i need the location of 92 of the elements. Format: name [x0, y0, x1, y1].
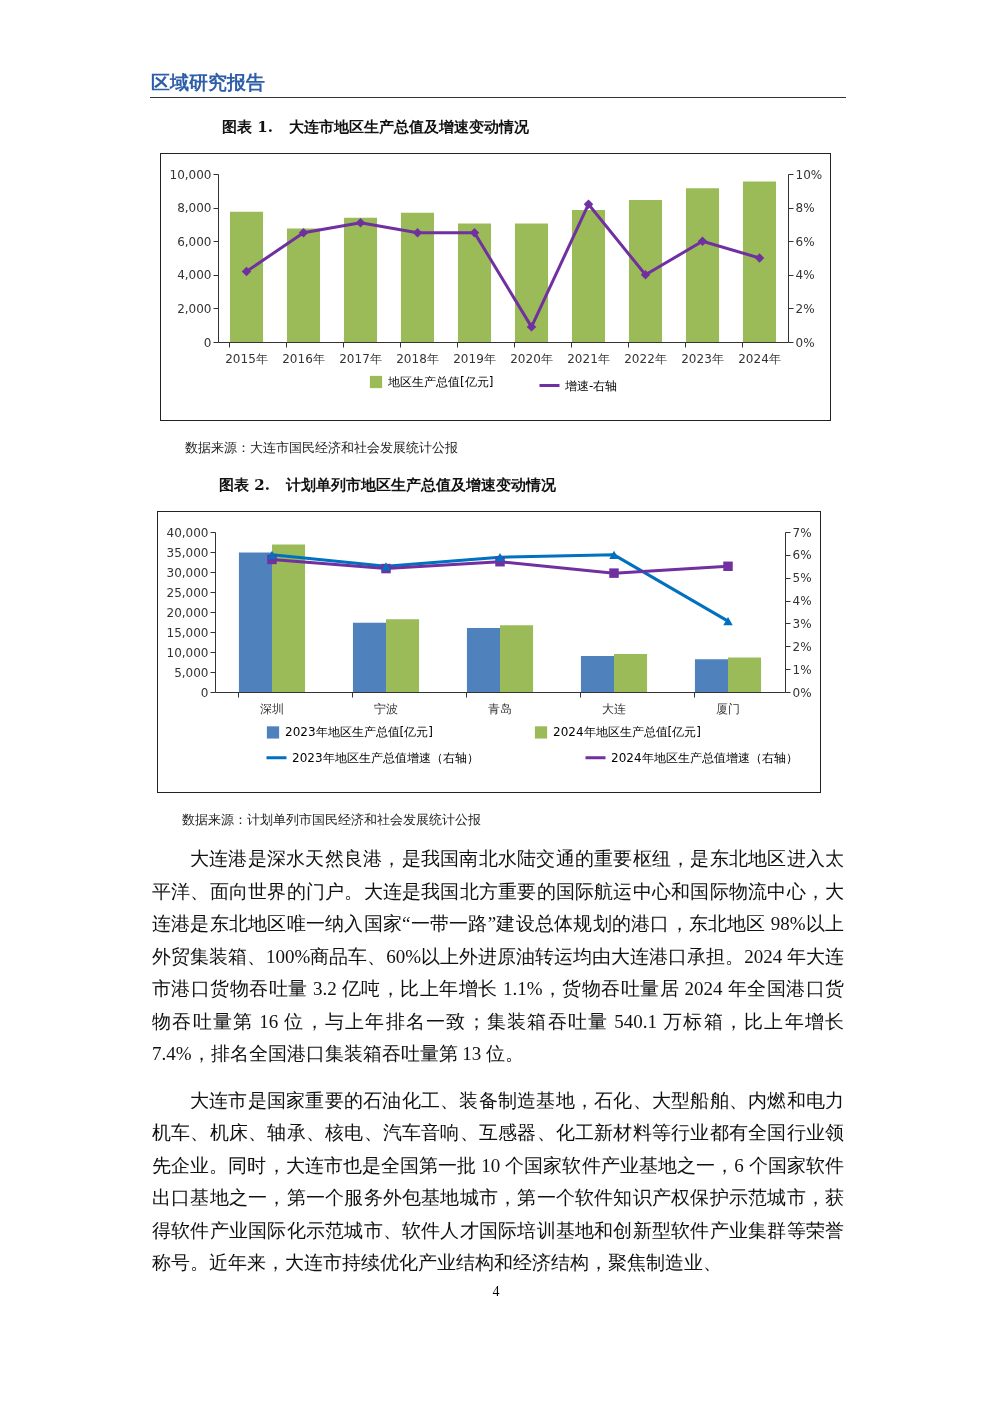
- y2-tick-label: 2%: [795, 301, 815, 316]
- legend-label: 增速-右轴: [564, 378, 618, 393]
- point: [697, 236, 708, 246]
- y2-tick-label: 4%: [795, 268, 815, 283]
- y-tick-label: 5,000: [174, 665, 209, 680]
- bar: [514, 223, 549, 342]
- source-note: 数据来源：计划单列市国民经济和社会发展统计公报: [182, 811, 482, 829]
- bar: [400, 212, 435, 342]
- y-tick-label: 8,000: [177, 201, 212, 216]
- legend-label: 2023年地区生产总值[亿元]: [285, 725, 433, 740]
- bar: [728, 657, 762, 692]
- point: [754, 253, 765, 263]
- x-tick-label: 2020年: [510, 351, 553, 366]
- x-tick-label: 2023年: [681, 351, 724, 366]
- text: 大连港是深水天然良港，是我国南北水陆交通的重要枢纽，是东北地区进入太平洋、面向世界的门户。大连是我国北方重要的国际航运中心和国际物流中心，大连港是东北地区唯一纳入国家“一带一路”建设总体规划的港口，东北地区 98%以上外贸集装箱、100%商品车、60%以上外进原油转运均由大连港口承担。2024 年大连市港口货物吞吐量 3.2 亿吨，比上年增长 1.1%，货物吞吐量居 2024 年全国港口货物吞吐量第 16 位，与上年排名一致；集装箱吞吐量 540.1 万标箱，比上年增长 7.4%，排名全国港口集装箱吞吐量第 13 位。: [152, 847, 844, 1066]
- bar: [571, 210, 606, 342]
- source-note: 数据来源：大连市国民经济和社会发展统计公报: [185, 439, 459, 457]
- point: [583, 199, 594, 209]
- bar: [457, 223, 492, 342]
- y-tick-label: 10,000: [166, 645, 209, 660]
- point: [609, 568, 619, 578]
- point: [640, 270, 651, 280]
- bar: [614, 654, 648, 692]
- bar: [386, 619, 420, 692]
- y-tick-label: 20,000: [166, 605, 209, 620]
- x-tick-label: 深圳: [260, 701, 284, 716]
- y2-tick-label: 8%: [795, 201, 815, 216]
- bar: [286, 228, 321, 342]
- y2-tick-label: 6%: [795, 234, 815, 249]
- point: [495, 553, 505, 562]
- x-tick-label: 大连: [602, 701, 626, 716]
- legend-label: 2024年地区生产总值增速（右轴）: [611, 750, 798, 765]
- chart-title: 图表 2. 计划单列市地区生产总值及增速变动情况: [219, 476, 557, 495]
- bar: [343, 217, 378, 342]
- x-tick-label: 2016年: [282, 351, 325, 366]
- point: [298, 228, 309, 238]
- y2-tick-label: 6%: [792, 548, 812, 563]
- y-tick-label: 0: [200, 685, 209, 700]
- y-tick-label: 2,000: [177, 301, 212, 316]
- legend-label: 2024年地区生产总值[亿元]: [553, 725, 701, 740]
- bar: [466, 628, 500, 692]
- y-tick-label: 35,000: [166, 545, 209, 560]
- bar: [685, 188, 720, 342]
- bar: [272, 544, 306, 692]
- x-tick-label: 2021年: [567, 351, 610, 366]
- y2-tick-label: 7%: [792, 525, 812, 540]
- y-tick-label: 30,000: [166, 565, 209, 580]
- y2-tick-label: 1%: [792, 662, 812, 677]
- point: [355, 217, 366, 228]
- point: [723, 561, 733, 572]
- y-tick-label: 25,000: [166, 585, 209, 600]
- x-tick-label: 2024年: [738, 351, 781, 366]
- chart-title: 图表 1. 大连市地区生产总值及增速变动情况: [222, 118, 530, 137]
- point: [526, 322, 537, 332]
- y2-tick-label: 5%: [792, 571, 812, 586]
- x-tick-label: 2015年: [225, 351, 268, 366]
- point: [723, 617, 733, 626]
- text: 4: [491, 1284, 501, 1300]
- y2-tick-label: 2%: [792, 639, 812, 654]
- y-tick-label: 4,000: [177, 268, 212, 283]
- x-tick-label: 2019年: [453, 351, 496, 366]
- y-tick-label: 6,000: [177, 234, 212, 249]
- bar: [580, 656, 614, 692]
- bar: [229, 211, 264, 342]
- bar: [238, 552, 272, 692]
- point: [609, 550, 619, 559]
- legend-label: 地区生产总值[亿元]: [387, 375, 494, 389]
- y2-tick-label: 0%: [795, 335, 815, 350]
- y-tick-label: 10,000: [169, 167, 212, 182]
- legend-label: 2023年地区生产总值增速（右轴）: [292, 750, 479, 765]
- y2-tick-label: 10%: [795, 167, 823, 182]
- text: 大连市是国家重要的石油化工、装备制造基地，石化、大型船舶、内燃和电力机车、机床、轴承、核电、汽车音响、互感器、化工新材料等行业都有全国行业领先企业。同时，大连市也是全国第一批 10 个国家软件产业基地之一，6 个国家软件出口基地之一，第一个服务外包基地城市，第一个软件知识产权保护示范城市，获得软件产业国际化示范城市、软件人才国际培训基地和创新型软件产业集群等荣誉称号。近年来，大连市持续优化产业结构和经济结构，聚焦制造业、: [152, 1088, 844, 1275]
- x-tick-label: 厦门: [716, 701, 740, 716]
- bar: [694, 659, 728, 692]
- y-tick-label: 40,000: [166, 525, 209, 540]
- x-tick-label: 宁波: [374, 701, 398, 716]
- y2-tick-label: 3%: [792, 616, 812, 631]
- y-tick-label: 0: [203, 335, 212, 350]
- x-tick-label: 2017年: [339, 351, 382, 366]
- bar: [352, 622, 386, 692]
- bar: [742, 181, 777, 342]
- x-tick-label: 2018年: [396, 351, 439, 366]
- y2-tick-label: 0%: [792, 685, 812, 700]
- text: 区域研究报告: [151, 70, 265, 95]
- y-tick-label: 15,000: [166, 625, 209, 640]
- point: [241, 266, 252, 277]
- point: [267, 550, 277, 559]
- y2-tick-label: 4%: [792, 594, 812, 609]
- bar: [628, 200, 663, 342]
- x-tick-label: 2022年: [624, 351, 667, 366]
- bar: [500, 625, 534, 692]
- x-tick-label: 青岛: [488, 701, 512, 716]
